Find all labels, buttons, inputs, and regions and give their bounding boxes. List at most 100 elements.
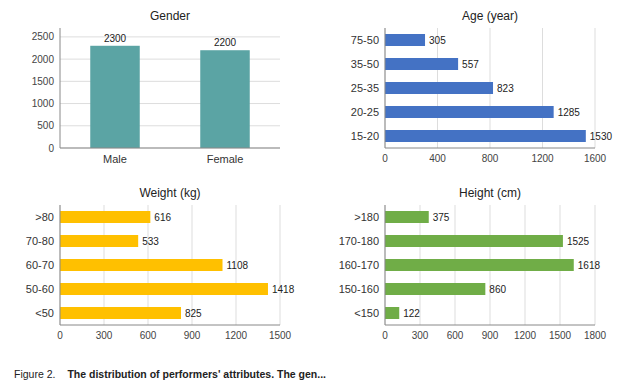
category-label: 20-25 (351, 106, 379, 118)
data-label: 1418 (272, 284, 295, 295)
data-label: 1285 (558, 107, 581, 118)
bar (385, 58, 458, 70)
category-label: <150 (354, 307, 379, 319)
category-label: 35-50 (351, 58, 379, 70)
bar (385, 283, 485, 295)
bar (385, 34, 425, 46)
category-label: Female (207, 153, 244, 165)
data-label: 1618 (578, 260, 601, 271)
grid-line (60, 148, 280, 149)
bar (385, 130, 586, 142)
bar (60, 307, 181, 319)
data-label: 375 (433, 212, 450, 223)
bar (200, 50, 250, 148)
panel: Weight (kg)03006009001200150061653311081… (26, 186, 295, 341)
category-label: Male (103, 153, 127, 165)
category-label: <50 (35, 307, 54, 319)
bar (60, 211, 150, 223)
data-label: 1525 (567, 236, 590, 247)
grid-line (280, 205, 281, 325)
category-label: 75-50 (351, 34, 379, 46)
data-label: 860 (489, 284, 506, 295)
axis-line (60, 148, 280, 149)
bar (60, 283, 268, 295)
category-label: 170-180 (339, 235, 379, 247)
axis-line (60, 205, 61, 325)
bar (385, 235, 563, 247)
tick-label: 1200 (225, 330, 248, 341)
grid-line (60, 205, 61, 325)
data-label: 823 (497, 83, 514, 94)
tick-label: 1000 (32, 98, 55, 109)
grid-line (60, 36, 280, 37)
axis-line (60, 325, 280, 326)
category-label: 15-20 (351, 130, 379, 142)
data-label: 533 (142, 236, 159, 247)
data-labels: 61653311081418825 (142, 212, 294, 319)
bars (385, 34, 586, 142)
axis-line (385, 148, 595, 149)
data-label: 305 (429, 35, 446, 46)
tick-label: 2000 (32, 54, 55, 65)
axis-line (385, 28, 386, 148)
panel: Gender0500100015002000250023002200MaleFe… (32, 9, 280, 165)
tick-label: 2500 (32, 31, 55, 42)
tick-label: 0 (382, 153, 388, 164)
data-labels: 2300 2200 (104, 33, 237, 48)
grid-line (385, 205, 386, 325)
category-label: 25-35 (351, 82, 379, 94)
tick-label: 600 (140, 330, 157, 341)
tick-label: 500 (37, 120, 54, 131)
tick-label: 300 (412, 330, 429, 341)
data-label: 2200 (214, 37, 237, 48)
data-label: 1530 (590, 131, 613, 142)
figure: Gender0500100015002000250023002200MaleFe… (0, 0, 640, 390)
category-label: 160-170 (339, 259, 379, 271)
tick-label: 1600 (584, 153, 607, 164)
bar (385, 307, 399, 319)
data-label: 1108 (227, 260, 249, 271)
category-label: 50-60 (26, 283, 54, 295)
axis-line (385, 205, 386, 325)
tick-label: 1200 (531, 153, 554, 164)
category-label: >80 (35, 211, 54, 223)
tick-label: 1200 (514, 330, 537, 341)
axis-line (60, 28, 61, 148)
data-label: 2300 (104, 33, 127, 44)
tick-label: 600 (447, 330, 464, 341)
caption-label: Figure 2. (14, 368, 55, 380)
tick-label: 0 (48, 143, 54, 154)
bar (385, 259, 574, 271)
data-label: 557 (462, 59, 479, 70)
tick-label: 1500 (32, 76, 55, 87)
title: Age (year) (462, 9, 518, 23)
bar (385, 82, 493, 94)
tick-label: 300 (96, 330, 113, 341)
data-labels: 305 557 823 1285 1530 (429, 35, 612, 142)
title: Weight (kg) (139, 186, 200, 200)
data-label: 122 (403, 308, 420, 319)
bar (90, 46, 140, 148)
panel: Age (year) 0 400 800 1200 1600 305 557 823 1285 15… (351, 9, 613, 164)
tick-label: 0 (57, 330, 63, 341)
tick-label: 900 (184, 330, 201, 341)
data-labels: 375 1525 1618 860 122 (403, 212, 600, 319)
tick-label: 0 (382, 330, 388, 341)
data-label: 616 (154, 212, 171, 223)
bar (60, 259, 223, 271)
category-label: >180 (354, 211, 379, 223)
bars (90, 46, 250, 148)
bars (385, 211, 574, 319)
tick-label: 1500 (549, 330, 572, 341)
category-label: 60-70 (26, 259, 54, 271)
tick-label: 1800 (584, 330, 607, 341)
panel: Height (cm) 0 300 600 900 1200 1500 1800 375 1525… (339, 186, 607, 341)
title: Height (cm) (459, 186, 521, 200)
category-label: 70-80 (26, 235, 54, 247)
bar (385, 106, 554, 118)
axis-line (385, 325, 595, 326)
tick-label: 900 (482, 330, 499, 341)
tick-label: 400 (429, 153, 446, 164)
bars (60, 211, 268, 319)
tick-label: 800 (482, 153, 499, 164)
